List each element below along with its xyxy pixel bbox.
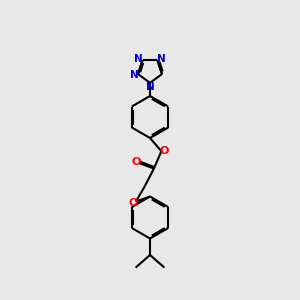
Text: O: O [159,146,169,156]
Text: N: N [134,53,143,64]
Text: N: N [146,82,154,92]
Text: N: N [157,53,166,64]
Text: O: O [132,157,141,167]
Text: N: N [130,70,139,80]
Text: O: O [128,198,138,208]
